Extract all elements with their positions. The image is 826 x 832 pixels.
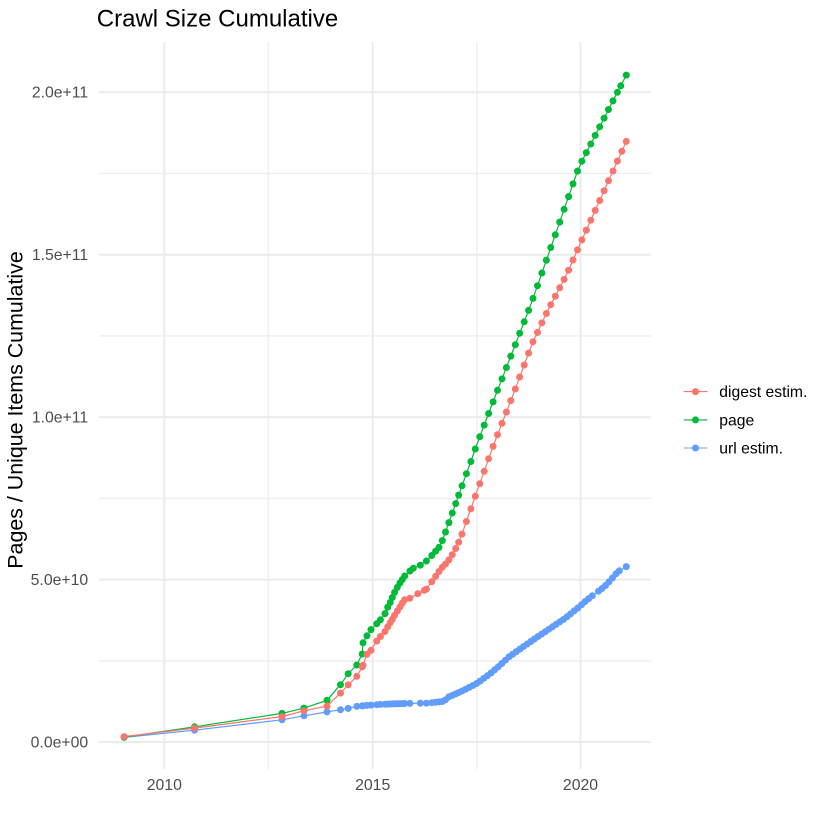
svg-text:1.0e+11: 1.0e+11 <box>32 409 89 426</box>
svg-text:1.5e+11: 1.5e+11 <box>32 247 89 264</box>
svg-text:0.0e+00: 0.0e+00 <box>31 734 89 751</box>
svg-text:2010: 2010 <box>147 777 182 794</box>
svg-text:digest estim.: digest estim. <box>719 384 807 401</box>
svg-text:Pages / Unique Items Cumulativ: Pages / Unique Items Cumulative <box>4 251 28 568</box>
svg-text:Crawl Size Cumulative: Crawl Size Cumulative <box>97 5 338 32</box>
svg-text:2020: 2020 <box>563 777 598 794</box>
svg-text:page: page <box>719 412 754 429</box>
svg-text:5.0e+10: 5.0e+10 <box>31 572 89 589</box>
svg-text:2015: 2015 <box>355 777 390 794</box>
svg-text:2.0e+11: 2.0e+11 <box>32 85 89 102</box>
svg-text:url estim.: url estim. <box>719 440 783 457</box>
